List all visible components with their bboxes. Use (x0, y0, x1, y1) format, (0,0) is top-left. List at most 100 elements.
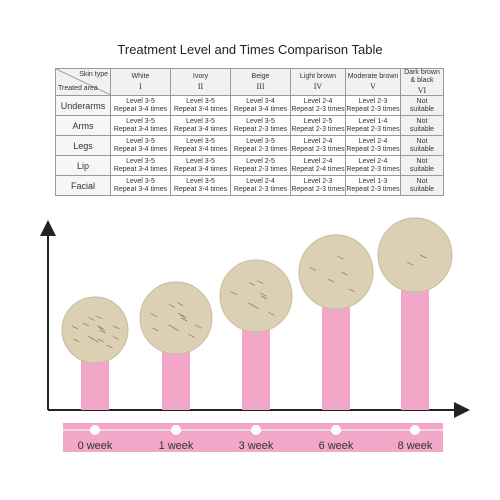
cell-line: Level 2-4 (303, 97, 333, 105)
cell-line: Repeat 2-3 times (233, 185, 288, 193)
cell-line: Level 3-5 (126, 117, 155, 125)
skin-numeral: III (256, 82, 265, 91)
table-row: Facial Level 3-5 Repeat 3-4 times Level 3-5… (55, 175, 444, 196)
table-cell: Not suitable (400, 175, 444, 196)
table-row: Legs Level 3-5 Repeat 3-4 times Level 3-5 Re… (55, 135, 444, 156)
cell-line: Not (416, 97, 428, 105)
cell-line: Repeat 2-3 times (291, 185, 345, 193)
hair (97, 338, 104, 343)
hair (309, 267, 317, 271)
table-cell: Level 3-5 Repeat 3-4 times (170, 175, 231, 196)
cell-line: Repeat 2-4 times (291, 165, 345, 173)
table-row: Arms Level 3-5 Repeat 3-4 times Level 3-5 Re… (55, 115, 444, 136)
skin-type: Dark brown & black (404, 69, 440, 84)
cell-line: Repeat 3-4 times (173, 165, 228, 173)
cell-line: suitable (409, 125, 435, 133)
hair (268, 312, 275, 316)
cell-line: Repeat 3-4 times (173, 145, 228, 153)
hair (253, 305, 260, 310)
hair (82, 322, 89, 327)
table-cell: Not suitable (400, 95, 444, 116)
hair (98, 327, 106, 331)
skin-numeral: I (139, 82, 142, 91)
week-label: 6 week (319, 440, 354, 452)
table-cell: Level 3-5 Repeat 3-4 times (170, 115, 231, 136)
cell-line: Level 1-4 (358, 117, 388, 125)
week-label: 0 week (78, 440, 113, 452)
table-cell: Level 1-3 Repeat 2-3 times (345, 175, 401, 196)
hair (188, 334, 195, 338)
cell-line: Repeat 3-4 times (173, 105, 228, 113)
cell-line: Level 3-4 (246, 97, 275, 105)
cell-line: Repeat 3-4 times (233, 105, 288, 113)
cell-line: Repeat 3-4 times (173, 185, 228, 193)
hair (71, 325, 78, 330)
hair (168, 303, 176, 308)
cell-line: Not (416, 157, 428, 165)
cell-line: Level 2-5 (246, 157, 275, 165)
skin-type: Light brown (299, 73, 337, 80)
cell-line: Repeat 2-3 times (291, 125, 345, 133)
cell-line: Level 2-4 (246, 177, 275, 185)
hair (73, 338, 80, 343)
treated-area: Arms (55, 115, 111, 136)
skin-type: Beige (251, 73, 270, 80)
cell-line: Level 3-5 (186, 137, 215, 145)
hair (92, 338, 99, 343)
cell-line: Level 2-3 (358, 97, 388, 105)
timeline-dot (251, 425, 261, 435)
treated-area: Legs (55, 135, 111, 156)
cell-line: Repeat 2-3 times (291, 145, 345, 153)
cell-line: Level 3-5 (126, 137, 155, 145)
cell-line: Level 3-5 (246, 137, 275, 145)
cell-line: Repeat 2-3 times (233, 145, 288, 153)
cell-line: Not (416, 117, 428, 125)
hair (341, 271, 348, 276)
hair (177, 302, 184, 306)
timeline-dot (410, 425, 420, 435)
cell-line: Repeat 2-3 times (291, 105, 345, 113)
skin-numeral: VI (417, 86, 427, 95)
column-header: White I (110, 68, 171, 96)
cell-line: Repeat 3-4 times (173, 125, 228, 133)
cell-line: Repeat 3-4 times (113, 105, 168, 113)
cell-line: Repeat 3-4 times (113, 125, 168, 133)
corner-diagonal (56, 69, 111, 95)
hair (407, 261, 414, 266)
table-cell: Level 3-5 Repeat 3-4 times (110, 135, 171, 156)
hair (420, 254, 427, 259)
treated-area: Underarms (55, 95, 111, 116)
hair (173, 327, 180, 332)
hair (87, 336, 95, 340)
cell-line: suitable (409, 165, 435, 173)
skin-type: Ivory (192, 73, 209, 80)
column-header: Ivory II (170, 68, 231, 96)
skin-sample (219, 259, 293, 333)
hair (152, 327, 159, 332)
hair (230, 291, 237, 295)
timeline-dot (90, 425, 100, 435)
week-label: 3 week (239, 440, 274, 452)
cell-line: Repeat 3-4 times (113, 165, 168, 173)
skin-type: Moderate brown (347, 73, 399, 80)
cell-line: Level 1-3 (358, 177, 388, 185)
week-label: 1 week (159, 440, 194, 452)
hair (96, 325, 104, 330)
skin-sample (377, 217, 453, 293)
cell-line: Not (416, 177, 428, 185)
cell-line: Repeat 2-3 times (233, 165, 288, 173)
treated-area: Facial (55, 175, 111, 196)
cell-line: Level 3-5 (126, 177, 155, 185)
corner-bottom: Treated area (58, 85, 98, 92)
hair (113, 325, 120, 330)
cell-line: Repeat 2-3 times (346, 185, 400, 193)
hair (88, 317, 95, 321)
cell-line: Repeat 2-3 times (346, 125, 400, 133)
hair (248, 281, 256, 286)
skin-sample (139, 281, 213, 355)
hair (260, 295, 268, 300)
hair (106, 344, 113, 349)
cell-line: suitable (409, 105, 435, 113)
